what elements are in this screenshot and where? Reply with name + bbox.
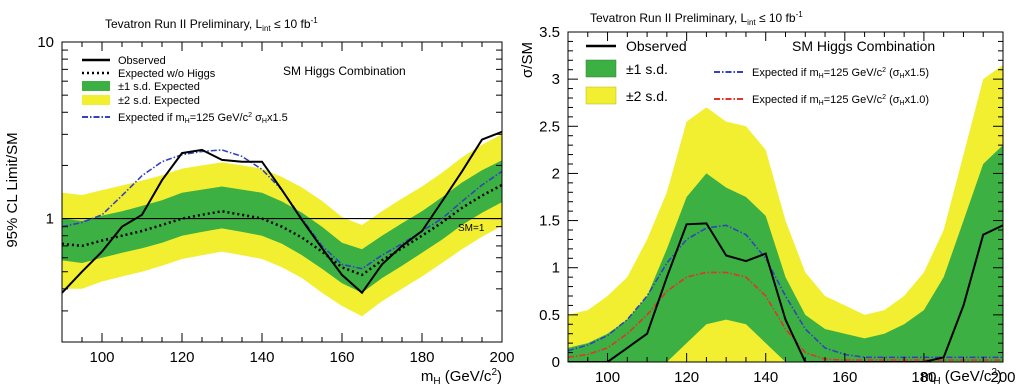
right-annotation: SM Higgs Combination [792, 38, 935, 54]
right-y-tick-label: 3.5 [539, 24, 560, 41]
legend-r-inj10-label: Expected if mH=125 GeV/c2 (σHx1.0) [752, 94, 929, 107]
left-x-tick-label: 200 [489, 349, 514, 366]
legend-injection-label: Expected if mH=125 GeV/c2 σHx1.5 [118, 112, 288, 125]
right-panel: Tevatron Run II Preliminary, Lint ≤ 10 f… [519, 10, 1016, 385]
left-y-axis-label: 95% CL Limit/SM [4, 132, 21, 247]
legend-r-band1-label: ±1 s.d. [626, 61, 668, 77]
left-legend: Observed Expected w/o Higgs ±1 s.d. Expe… [82, 55, 288, 125]
right-observed-line [568, 222, 1003, 362]
left-title: Tevatron Run II Preliminary, Lint ≤ 10 f… [105, 16, 318, 33]
right-y-tick-label: 0 [552, 354, 560, 371]
right-y-axis-label: σ/SM [519, 42, 536, 78]
legend-r-inj15-label: Expected if mH=125 GeV/c2 (σHx1.5) [752, 67, 929, 80]
sm-line-label: SM=1 [458, 223, 485, 234]
right-title: Tevatron Run II Preliminary, Lint ≤ 10 f… [590, 10, 803, 27]
left-x-tick-label: 160 [329, 349, 354, 366]
legend-band2-swatch [82, 95, 110, 105]
legend-r-band2-swatch [585, 86, 617, 105]
left-x-tick-label: 140 [249, 349, 274, 366]
left-x-tick-label: 180 [409, 349, 434, 366]
left-y-tick-label: 10 [37, 34, 54, 51]
right-x-tick-label: 200 [990, 369, 1015, 385]
legend-band1-label: ±1 s.d. Expected [118, 81, 200, 93]
right-x-tick-label: 100 [595, 369, 620, 385]
right-y-tick-label: 2.5 [539, 118, 560, 135]
right-x-tick-label: 180 [911, 369, 936, 385]
legend-band2-label: ±2 s.d. Expected [118, 95, 200, 107]
right-legend: Observed ±1 s.d. ±2 s.d. Expected if mH=… [585, 38, 929, 107]
left-plot-area: 100 120 140 160 180 200 1 10 [37, 34, 514, 366]
legend-observed-label: Observed [118, 55, 166, 67]
right-x-axis-label: mH (GeV/c2) [921, 367, 1002, 385]
right-x-tick-label: 120 [674, 369, 699, 385]
right-plot-content [568, 65, 1003, 362]
left-expected-line [62, 183, 502, 277]
right-y-tick-label: 1 [552, 260, 560, 277]
right-y-tick-label: 1.5 [539, 213, 560, 230]
right-y-tick-label: 2 [552, 165, 560, 182]
legend-band1-swatch [82, 81, 110, 91]
right-x-tick-label: 140 [753, 369, 778, 385]
left-observed-line [62, 130, 502, 295]
legend-r-band1-swatch [585, 59, 617, 78]
left-plot-content [62, 130, 502, 317]
left-y-tick-label: 1 [46, 211, 54, 228]
right-y-tick-label: 0.5 [539, 307, 560, 324]
left-annotation: SM Higgs Combination [283, 64, 406, 78]
legend-r-observed-label: Observed [626, 38, 687, 54]
right-y-tick-label: 3 [552, 71, 560, 88]
legend-expected-label: Expected w/o Higgs [118, 68, 216, 80]
right-x-tick-label: 160 [832, 369, 857, 385]
left-panel: Tevatron Run II Preliminary, Lint ≤ 10 f… [4, 16, 515, 385]
left-x-tick-label: 100 [89, 349, 114, 366]
left-x-tick-label: 120 [169, 349, 194, 366]
legend-r-band2-label: ±2 s.d. [626, 88, 668, 104]
left-x-axis-label: mH (GeV/c2) [421, 367, 502, 385]
right-plot-area: 100 120 140 160 180 200 0 0.5 1 1.5 2 2.5 3 3.5 [539, 24, 1015, 385]
right-band-1sd [568, 145, 1003, 362]
